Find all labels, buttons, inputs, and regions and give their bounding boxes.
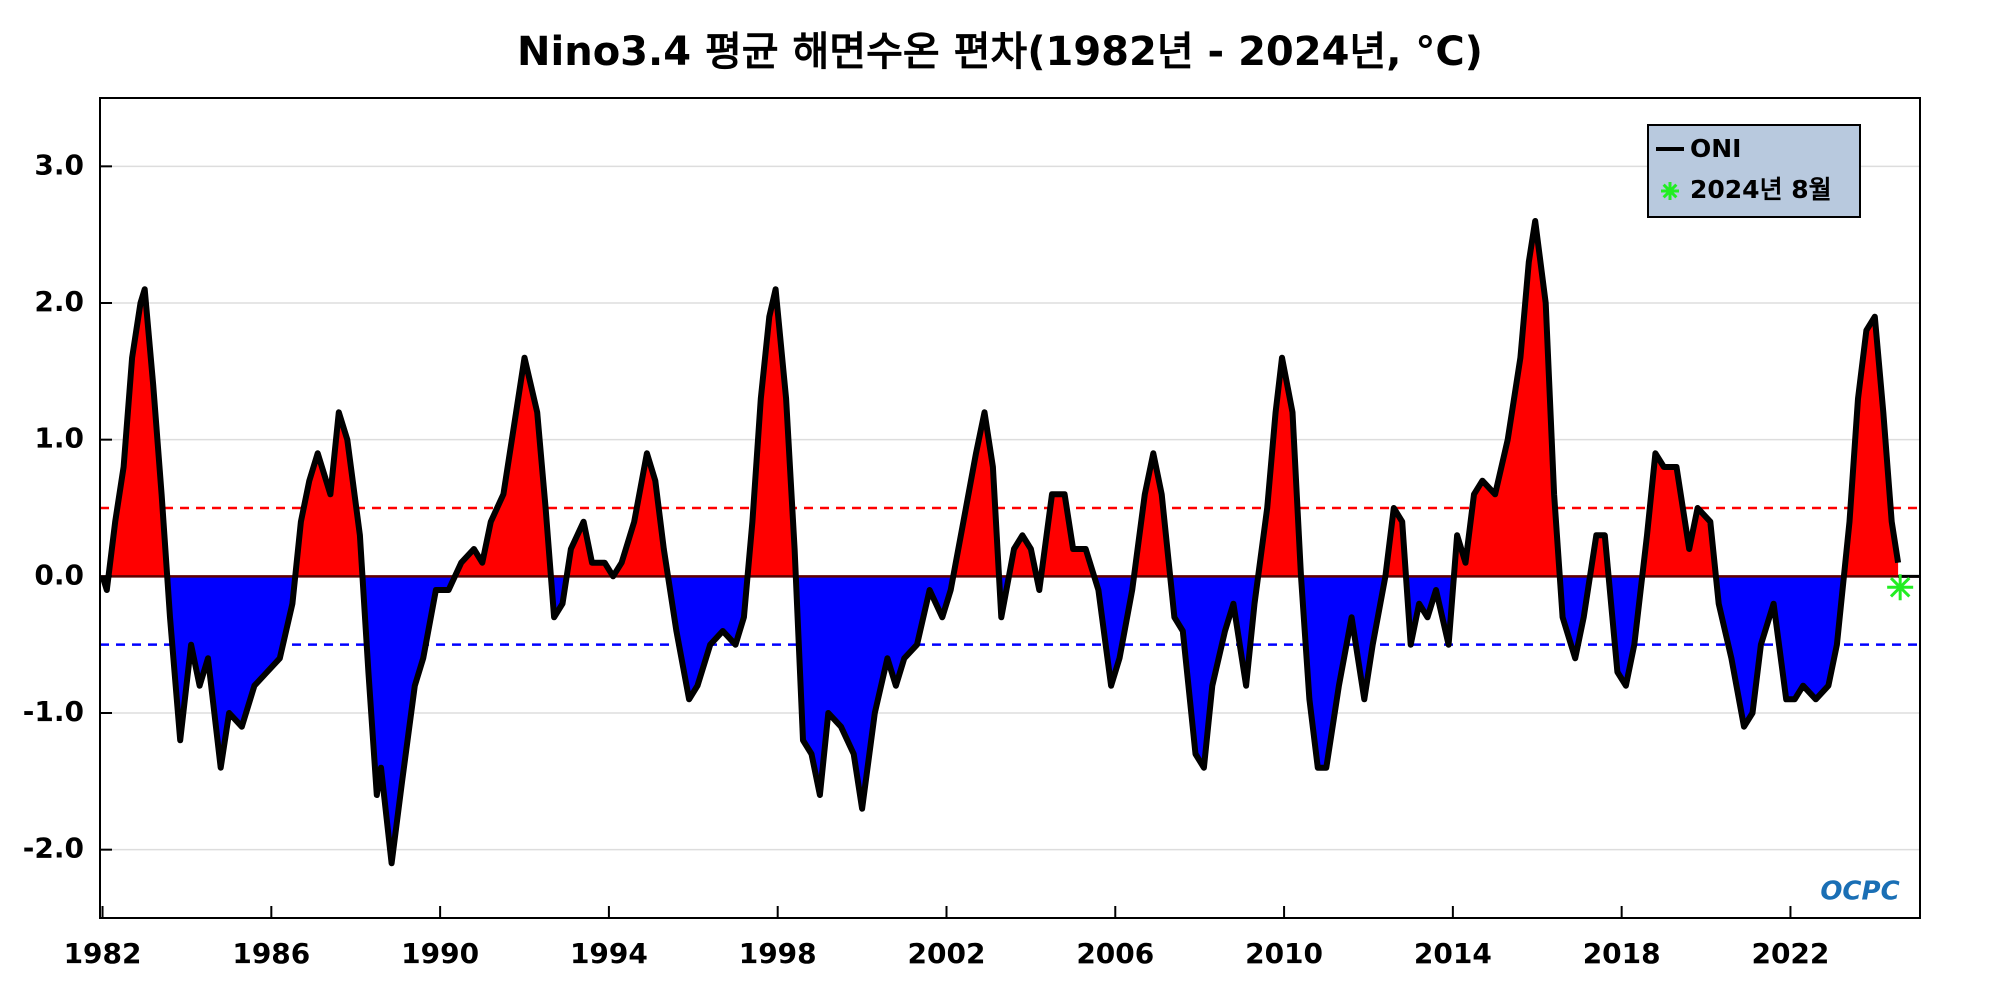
x-tick-label: 2006 xyxy=(1076,937,1154,970)
logo: OCPC xyxy=(1820,877,1899,907)
legend-box xyxy=(1647,124,1861,218)
star-ray xyxy=(1662,183,1678,199)
x-tick-label: 1986 xyxy=(232,937,310,970)
y-tick-label: -2.0 xyxy=(23,832,84,865)
x-tick-label: 1998 xyxy=(739,937,817,970)
legend-label: ONI xyxy=(1690,134,1741,163)
positive-area xyxy=(102,221,1899,577)
plot-area xyxy=(100,165,1920,867)
legend: ONI 2024년 8월 xyxy=(1647,124,1861,218)
y-tick-label: 0.0 xyxy=(34,558,84,591)
y-tick-label: 3.0 xyxy=(34,148,84,181)
legend-label: 2024년 8월 xyxy=(1690,175,1832,204)
x-tick-label: 1990 xyxy=(401,937,479,970)
x-tick-label: 2010 xyxy=(1245,937,1323,970)
chart-title: Nino3.4 평균 해면수온 편차(1982년 - 2024년, °C) xyxy=(517,29,1483,75)
plot-frame xyxy=(99,97,1921,919)
legend-star-swatch xyxy=(1661,182,1679,200)
star-ray xyxy=(1889,577,1911,598)
x-tick-label: 2014 xyxy=(1414,937,1492,970)
x-tick-label: 2018 xyxy=(1583,937,1661,970)
x-tick-label: 2002 xyxy=(908,937,986,970)
oni-line xyxy=(100,218,1902,867)
x-tick-label: 2022 xyxy=(1751,937,1829,970)
negative-area xyxy=(102,576,1844,864)
x-tick-label: 1994 xyxy=(570,937,648,970)
latest-marker xyxy=(1887,574,1914,601)
x-tick-label: 1982 xyxy=(64,937,142,970)
y-tick-label: 2.0 xyxy=(34,285,84,318)
y-tick-label: 1.0 xyxy=(34,422,84,455)
y-tick-label: -1.0 xyxy=(23,695,84,728)
